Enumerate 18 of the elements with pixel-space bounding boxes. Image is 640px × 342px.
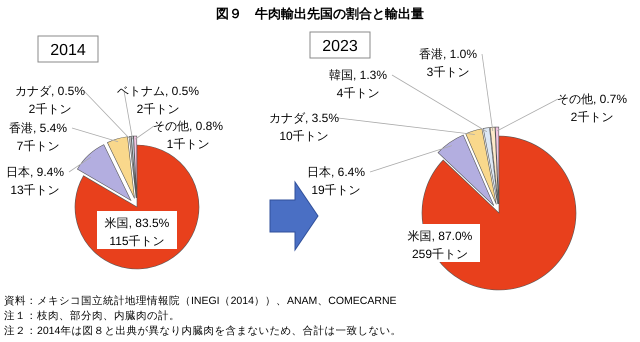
slice-label: 米国, 83.5% 115千トン: [104, 216, 170, 248]
slice-label: カナダ, 0.5% 2千トン: [14, 84, 86, 116]
text: 資料：メキシコ国立統計地理情報院（INEGI（2014））、ANAM、COMECARNE: [4, 294, 397, 307]
slice-label: ベトナム, 0.5% 2千トン: [116, 84, 200, 116]
slice-label: 日本, 9.4% 13千トン: [6, 165, 64, 197]
text: 注１：枝肉、部分肉、内臓肉の計。: [4, 309, 180, 322]
slice-label: その他, 0.8% 1千トン: [152, 119, 224, 151]
chart-subtitle: 2023: [322, 38, 358, 55]
slice-label: 日本, 6.4% 19千トン: [306, 165, 366, 197]
slice-label: 香港, 5.4% 7千トン: [8, 121, 68, 153]
slice-label: 米国, 87.0% 259千トン: [408, 229, 473, 261]
chart-subtitle: 2014: [50, 42, 86, 59]
slice-label: その他, 0.7% 2千トン: [556, 92, 628, 124]
title: 図９ 牛肉輸出先国の割合と輸出量: [216, 6, 424, 21]
text: 注２：2014年は図８と出典が異なり内臓肉を含まないため、合計は一致しない。: [4, 324, 402, 337]
slice-label: カナダ, 3.5% 10千トン: [268, 111, 340, 143]
slice-label: 香港, 1.0% 3千トン: [418, 47, 478, 79]
slice-label: 韓国, 1.3% 4千トン: [328, 68, 388, 100]
